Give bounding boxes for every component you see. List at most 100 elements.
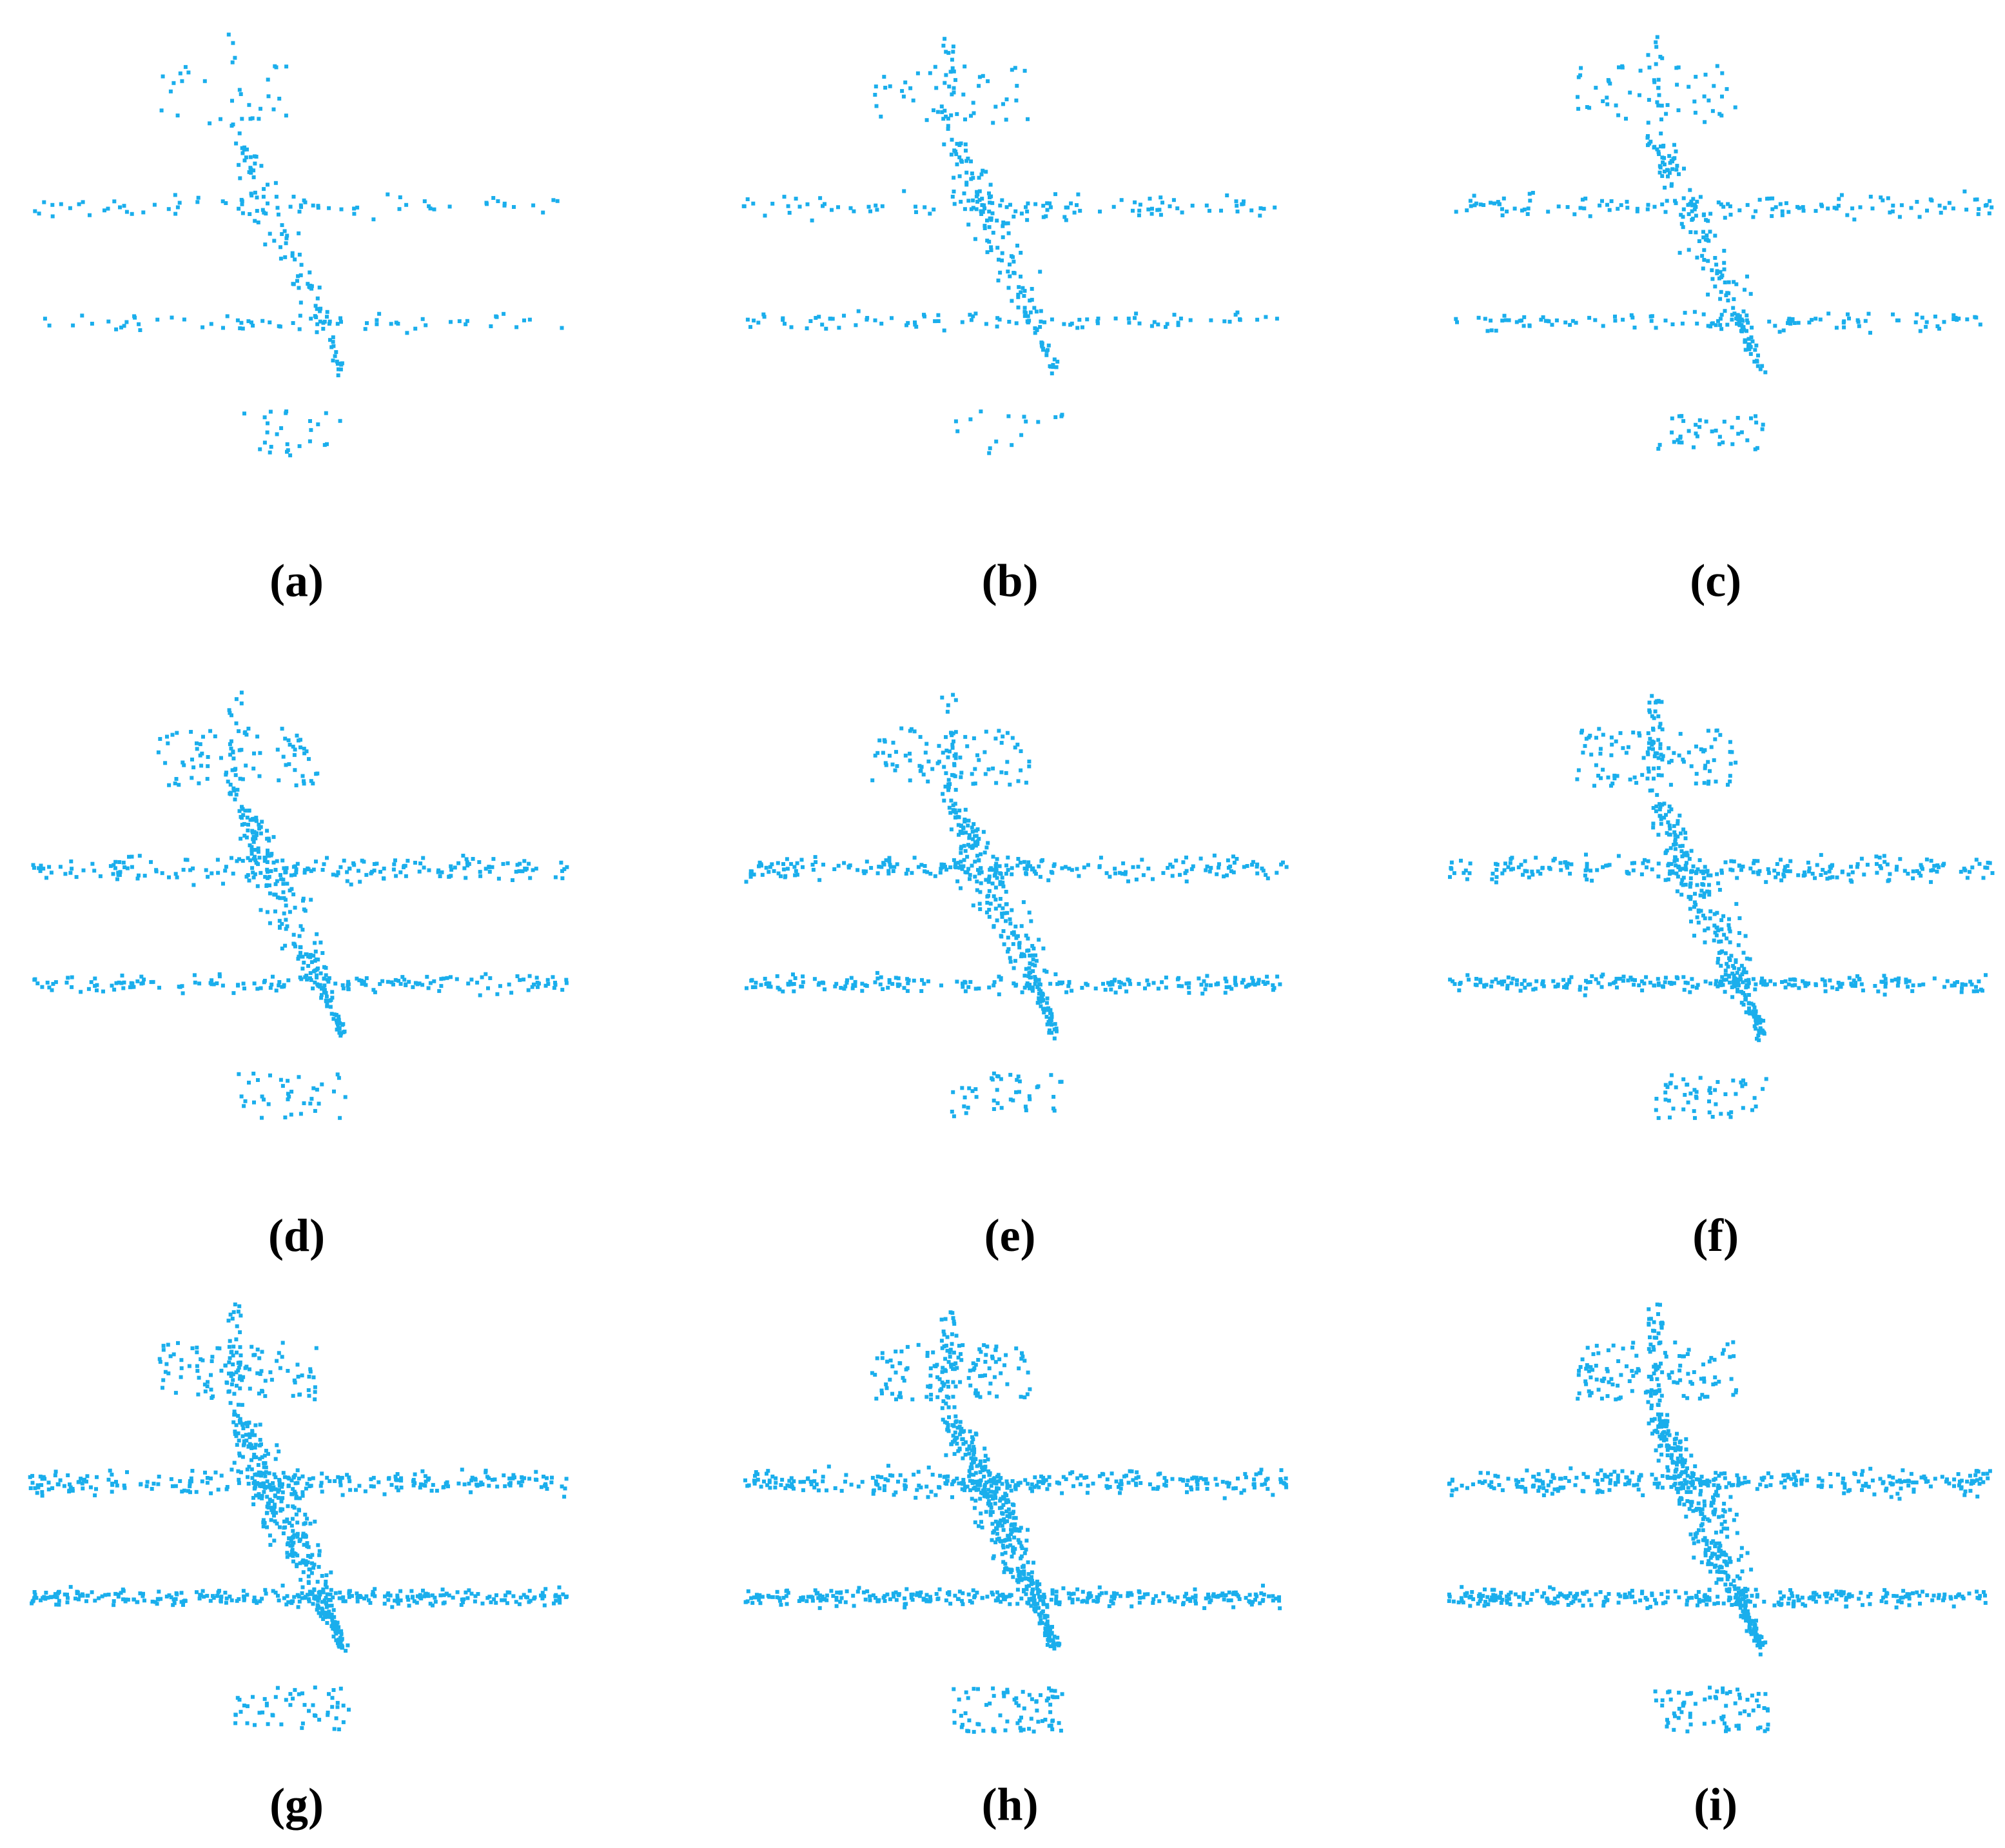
point (1754, 1018, 1758, 1023)
point (1667, 171, 1672, 175)
point (984, 910, 989, 915)
point (257, 827, 262, 831)
point (987, 239, 992, 244)
point (1053, 415, 1058, 419)
point (177, 783, 181, 787)
point (920, 978, 924, 982)
point (1561, 978, 1566, 982)
point (950, 92, 954, 97)
point (787, 1479, 792, 1483)
point (248, 117, 253, 121)
point (1008, 956, 1012, 960)
point (240, 211, 245, 215)
point (1716, 960, 1720, 965)
point (422, 865, 426, 870)
point (1760, 976, 1765, 981)
point (1942, 206, 1947, 210)
point (1840, 869, 1844, 874)
point (201, 734, 205, 739)
point (39, 1598, 43, 1602)
point (195, 1350, 199, 1355)
point (220, 983, 225, 988)
point (119, 981, 124, 985)
point (1630, 978, 1634, 982)
point (933, 64, 937, 69)
point (352, 211, 357, 216)
point (449, 975, 453, 979)
point (334, 1716, 338, 1720)
point (447, 1593, 451, 1598)
point (1157, 1599, 1162, 1604)
point (297, 934, 302, 938)
point (787, 211, 792, 215)
point (1647, 65, 1652, 70)
point (248, 155, 253, 159)
point (949, 152, 954, 157)
point (1673, 847, 1677, 851)
point (262, 979, 267, 983)
point (340, 983, 345, 987)
point (77, 1480, 82, 1484)
point (234, 1423, 239, 1428)
point (988, 195, 992, 200)
point (277, 324, 281, 328)
point (874, 84, 878, 89)
point (1703, 766, 1707, 771)
point (1779, 858, 1783, 862)
point (552, 986, 556, 990)
point (553, 983, 558, 987)
point (157, 1589, 161, 1594)
point (187, 1364, 191, 1368)
point (258, 751, 262, 755)
point (270, 1713, 275, 1717)
point (312, 1596, 317, 1600)
point (142, 874, 147, 878)
point (519, 1483, 523, 1488)
point (770, 862, 774, 867)
point (952, 754, 957, 758)
point (294, 867, 298, 872)
point (1660, 202, 1665, 206)
point (1814, 317, 1818, 321)
point (324, 1605, 329, 1609)
point (1810, 318, 1814, 322)
point (1888, 872, 1892, 876)
point (281, 754, 286, 759)
point (1632, 861, 1636, 865)
point (1868, 195, 1873, 199)
point (368, 1600, 373, 1605)
point (338, 865, 343, 869)
point (1660, 174, 1665, 178)
point (489, 324, 493, 328)
point (791, 972, 795, 977)
point (209, 322, 213, 326)
point (987, 210, 992, 214)
point (1688, 202, 1692, 206)
point (1783, 865, 1787, 869)
point (1047, 1030, 1051, 1035)
point (1728, 750, 1732, 754)
point (1896, 980, 1901, 985)
point (944, 50, 948, 54)
point (1261, 869, 1266, 873)
point (1683, 311, 1687, 315)
point (320, 1611, 325, 1616)
point (286, 978, 291, 983)
point (308, 952, 313, 957)
point (952, 175, 956, 180)
point (1698, 1076, 1703, 1080)
point (564, 1477, 569, 1481)
point (119, 1591, 123, 1595)
point (229, 1374, 233, 1378)
point (299, 262, 304, 267)
point (236, 1310, 240, 1314)
point (324, 973, 328, 978)
point (1474, 977, 1478, 981)
point (1920, 315, 1924, 320)
point (257, 117, 261, 121)
point (1666, 174, 1670, 179)
point (228, 1339, 232, 1343)
point (1736, 943, 1741, 947)
point (1058, 1079, 1062, 1084)
point (1033, 202, 1038, 206)
